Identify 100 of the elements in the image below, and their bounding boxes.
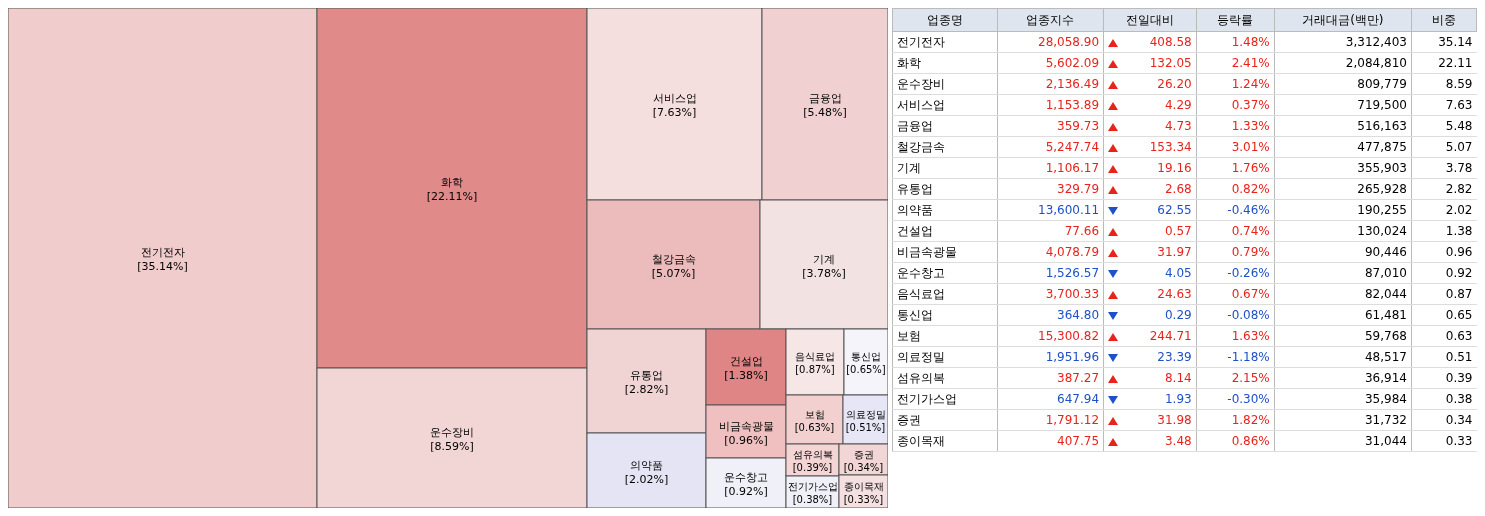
data-label: 1.82% bbox=[1231, 413, 1270, 427]
category-label: 서비스업 bbox=[652, 92, 697, 105]
data-label: 190,255 bbox=[1357, 203, 1407, 217]
category-label: 증권 bbox=[892, 409, 998, 431]
data-label: 0.39 bbox=[1445, 371, 1473, 385]
category-label: 유통업 bbox=[892, 178, 998, 200]
text: 업종지수 bbox=[997, 8, 1104, 32]
data-label: 0.82% bbox=[1231, 182, 1270, 196]
category-label: 금융업 bbox=[892, 115, 998, 137]
data-label: 359.73 bbox=[1057, 119, 1100, 133]
data-label: 387.27 bbox=[1057, 371, 1100, 385]
text: 비중 bbox=[1411, 8, 1477, 32]
data-label: [5.48%] bbox=[803, 106, 847, 119]
data-label: 364.80 bbox=[1057, 308, 1100, 322]
category-label: 비금속광물 bbox=[892, 241, 998, 263]
data-label: 408.58 bbox=[1149, 35, 1192, 49]
category-label: 화학 bbox=[441, 176, 463, 189]
data-label: 132.05 bbox=[1149, 56, 1192, 70]
data-label: 15,300.82 bbox=[1038, 329, 1100, 343]
data-label: 23.39 bbox=[1157, 350, 1192, 364]
data-label: 244.71 bbox=[1149, 329, 1192, 343]
data-label: 1,153.89 bbox=[1045, 98, 1100, 112]
data-label: 59,768 bbox=[1364, 329, 1407, 343]
category-label: 보험 bbox=[804, 408, 825, 420]
data-label: 1,106.17 bbox=[1045, 161, 1100, 175]
data-label: 719,500 bbox=[1357, 98, 1407, 112]
data-label: 2,136.49 bbox=[1045, 77, 1100, 91]
category-label: 건설업 bbox=[729, 355, 763, 368]
category-label: 유통업 bbox=[630, 369, 663, 382]
data-label: [0.92%] bbox=[724, 485, 768, 498]
data-label: 3.78 bbox=[1445, 161, 1473, 175]
data-label: 87,010 bbox=[1364, 266, 1407, 280]
category-label: 섬유의복 bbox=[792, 449, 833, 460]
data-label: 24.63 bbox=[1157, 287, 1192, 301]
data-label: -0.26% bbox=[1227, 266, 1270, 280]
data-label: -0.30% bbox=[1227, 392, 1270, 406]
data-label: 5.07 bbox=[1445, 140, 1473, 154]
data-label: 407.75 bbox=[1057, 434, 1100, 448]
data-label: 0.65 bbox=[1445, 308, 1473, 322]
data-label: 2.68 bbox=[1164, 182, 1192, 196]
data-label: 82,044 bbox=[1364, 287, 1407, 301]
category-label: 의료정밀 bbox=[892, 346, 998, 368]
data-label: 8.59 bbox=[1445, 77, 1473, 91]
text: 업종명 bbox=[892, 8, 998, 32]
data-label: 329.79 bbox=[1057, 182, 1100, 196]
category-label: 기계 bbox=[892, 157, 998, 179]
category-label: 의료정밀 bbox=[845, 408, 886, 420]
category-label: 화학 bbox=[892, 52, 998, 74]
data-label: 48,517 bbox=[1364, 350, 1407, 364]
category-label: 전기가스업 bbox=[787, 481, 838, 492]
data-label: [8.59%] bbox=[430, 440, 474, 453]
data-label: 35,984 bbox=[1364, 392, 1407, 406]
data-label: [7.63%] bbox=[652, 106, 697, 119]
category-label: 종이목재 bbox=[892, 430, 998, 452]
category-label: 전기전자 bbox=[892, 31, 998, 53]
data-label: 1.76% bbox=[1231, 161, 1270, 175]
data-label: 0.57 bbox=[1164, 224, 1192, 238]
data-label: -0.08% bbox=[1227, 308, 1270, 322]
data-label: 1.24% bbox=[1231, 77, 1270, 91]
data-label: 1.63% bbox=[1231, 329, 1270, 343]
data-label: 3,312,403 bbox=[1345, 35, 1407, 49]
data-label: [0.65%] bbox=[846, 364, 886, 375]
data-label: 0.34 bbox=[1445, 413, 1473, 427]
category-label: 기계 bbox=[813, 252, 835, 266]
category-label: 서비스업 bbox=[892, 94, 998, 116]
data-label: 0.87 bbox=[1445, 287, 1473, 301]
data-label: 0.67% bbox=[1231, 287, 1270, 301]
data-label: 4.73 bbox=[1164, 119, 1192, 133]
category-label: 운수창고 bbox=[892, 262, 998, 284]
category-label: 전기가스업 bbox=[892, 388, 998, 410]
data-label: [0.63%] bbox=[794, 421, 835, 433]
data-label: 516,163 bbox=[1357, 119, 1407, 133]
data-label: 31.98 bbox=[1157, 413, 1192, 427]
data-label: 0.37% bbox=[1231, 98, 1270, 112]
data-label: 1.38 bbox=[1445, 224, 1473, 238]
data-label: [0.33%] bbox=[843, 493, 884, 505]
data-label: 5,247.74 bbox=[1045, 140, 1100, 154]
data-label: [35.14%] bbox=[137, 260, 188, 273]
data-label: 7.63 bbox=[1445, 98, 1473, 112]
category-label: 의약품 bbox=[630, 458, 663, 472]
data-label: 4.29 bbox=[1164, 98, 1192, 112]
category-label: 통신업 bbox=[892, 304, 998, 326]
category-label: 전기전자 bbox=[140, 246, 185, 259]
data-label: 647.94 bbox=[1057, 392, 1100, 406]
category-label: 증권 bbox=[853, 448, 874, 460]
data-label: 1.93 bbox=[1164, 392, 1192, 406]
data-label: [5.07%] bbox=[651, 266, 696, 280]
data-label: 0.96 bbox=[1445, 245, 1473, 259]
data-label: 809,779 bbox=[1357, 77, 1407, 91]
data-label: [2.02%] bbox=[624, 472, 669, 486]
data-label: [0.34%] bbox=[843, 461, 884, 473]
category-label: 종이목재 bbox=[843, 480, 884, 492]
data-label: [0.51%] bbox=[845, 421, 886, 433]
data-label: 61,481 bbox=[1364, 308, 1407, 322]
category-label: 섬유의복 bbox=[892, 367, 998, 389]
data-label: 31,044 bbox=[1364, 434, 1407, 448]
data-label: 2.41% bbox=[1231, 56, 1270, 70]
category-label: 비금속광물 bbox=[718, 419, 774, 433]
category-label: 음식료업 bbox=[795, 351, 835, 362]
data-label: [1.38%] bbox=[724, 369, 768, 382]
